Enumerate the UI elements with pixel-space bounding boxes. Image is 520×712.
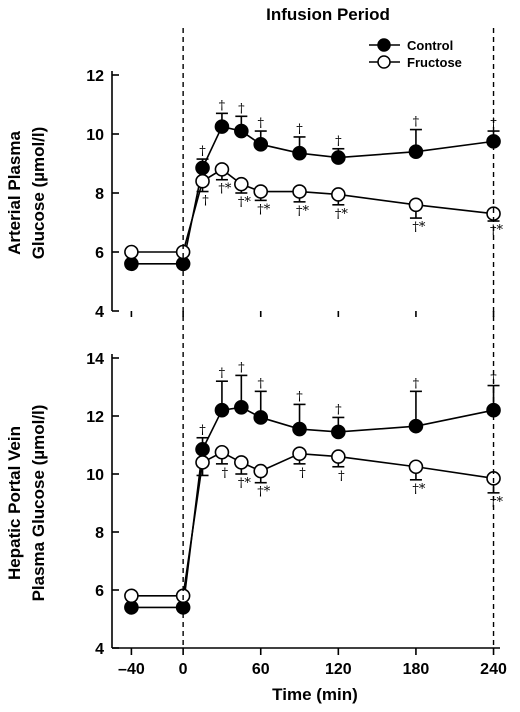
arterial-fructose-annotation: † [202,194,209,209]
panel-portal: 4 6 8 10 12 14 Hepatic Portal Vein Plasma Gluco… [5,351,507,678]
arterial-fructose-point [292,184,307,199]
arterial-control-point [195,160,210,176]
portal-fructose-point [195,455,210,470]
legend-control-label: Control [407,38,453,53]
portal-y-tick-label: 4 [95,641,104,658]
portal-fructose-line [131,451,494,597]
portal-control-point [214,402,230,418]
arterial-fructose-point [195,173,210,189]
arterial-y-tick-label: 12 [86,68,104,85]
arterial-fructose-annotation: †* [238,195,252,210]
portal-x-tick-label: 60 [252,661,270,678]
portal-fructose-annotation: †* [412,482,426,497]
arterial-control-annotation: † [490,116,497,131]
arterial-fructose-point [253,184,269,199]
portal-fructose-annotation: †* [490,495,504,510]
portal-control-annotation: † [413,376,420,391]
portal-x-tick-label: 240 [480,661,507,678]
arterial-fructose-line [131,168,494,253]
arterial-control-annotation: † [219,98,226,113]
portal-control-annotation: † [335,402,342,417]
portal-y-label-line2: Plasma Glucose (µmol/l) [29,405,48,602]
portal-control-annotation: † [296,389,303,404]
portal-y-tick-label: 14 [86,351,104,368]
legend-control-marker [377,38,391,52]
arterial-y-tick-label: 4 [95,304,104,321]
portal-control-point [331,424,346,440]
portal-control-annotation: † [199,423,206,438]
portal-control-annotation: † [490,371,497,386]
arterial-fructose-point [124,244,139,260]
portal-y-tick-label: 8 [95,525,104,542]
arterial-fructose-annotation: †* [296,204,310,219]
arterial-control-annotation: † [257,116,264,131]
arterial-control-point [234,123,249,139]
portal-y-label-line1: Hepatic Portal Vein [5,426,24,580]
arterial-control-annotation: † [238,101,245,116]
arterial-y-label-line2: Glucose (µmol/l) [29,127,48,260]
arterial-fructose-annotation: †* [257,202,271,217]
portal-fructose-point [253,463,269,479]
portal-control-annotation: † [219,366,226,381]
arterial-fructose-annotation: †* [490,223,504,238]
portal-fructose-annotation: † [338,469,345,484]
portal-control-point [292,421,307,437]
arterial-fructose-point [214,162,230,177]
arterial-y-label-line1: Arterial Plasma [5,131,24,255]
arterial-control-annotation: † [413,115,420,130]
portal-fructose-annotation: † [222,466,229,481]
portal-control-point [234,399,249,415]
portal-fructose-point [234,455,249,470]
portal-control-annotation: † [238,360,245,375]
legend-fructose-label: Fructose [407,55,462,70]
arterial-fructose-point [234,176,249,192]
portal-x-tick-label: 0 [179,661,188,678]
arterial-control-point [331,150,346,165]
arterial-y-tick-label: 10 [86,127,104,144]
arterial-control-point [214,119,230,134]
arterial-y-tick-label: 6 [95,245,104,262]
arterial-control-point [253,137,269,152]
portal-fructose-annotation: †* [257,485,271,500]
portal-fructose-point [292,446,307,462]
arterial-control-annotation: † [296,122,303,137]
portal-y-tick-label: 10 [86,467,104,484]
portal-x-tick-label: 180 [403,661,430,678]
chart-title: Infusion Period [266,5,390,24]
arterial-fructose-point [331,187,346,202]
arterial-fructose-annotation: †* [218,182,232,197]
arterial-fructose-annotation: †* [335,207,349,222]
portal-x-tick-label: –40 [118,661,145,678]
x-axis-label: Time (min) [272,685,358,704]
legend: Control Fructose [369,38,462,70]
portal-fructose-point [124,588,139,604]
arterial-control-point [292,145,307,161]
portal-control-point [408,418,424,434]
portal-fructose-point [408,459,424,475]
portal-fructose-annotation: †* [238,476,252,491]
portal-control-point [195,442,210,457]
arterial-y-tick-label: 8 [95,186,104,203]
portal-x-tick-label: 120 [325,661,352,678]
portal-control-point [253,410,269,425]
arterial-fructose-point [408,197,424,213]
panel-arterial: 4 6 8 10 12 Arterial Plasma Glucose (µmol/l) † †… [5,68,504,321]
portal-control-annotation: † [257,376,264,391]
arterial-control-point [408,144,424,159]
portal-fructose-point [331,449,346,464]
portal-y-tick-label: 6 [95,583,104,600]
portal-fructose-annotation: † [299,466,306,481]
arterial-control-annotation: † [199,144,206,159]
portal-y-tick-label: 12 [86,409,104,426]
arterial-control-annotation: † [335,134,342,149]
arterial-fructose-annotation: †* [412,220,426,235]
legend-fructose-marker [377,55,391,69]
portal-fructose-point [214,444,230,460]
